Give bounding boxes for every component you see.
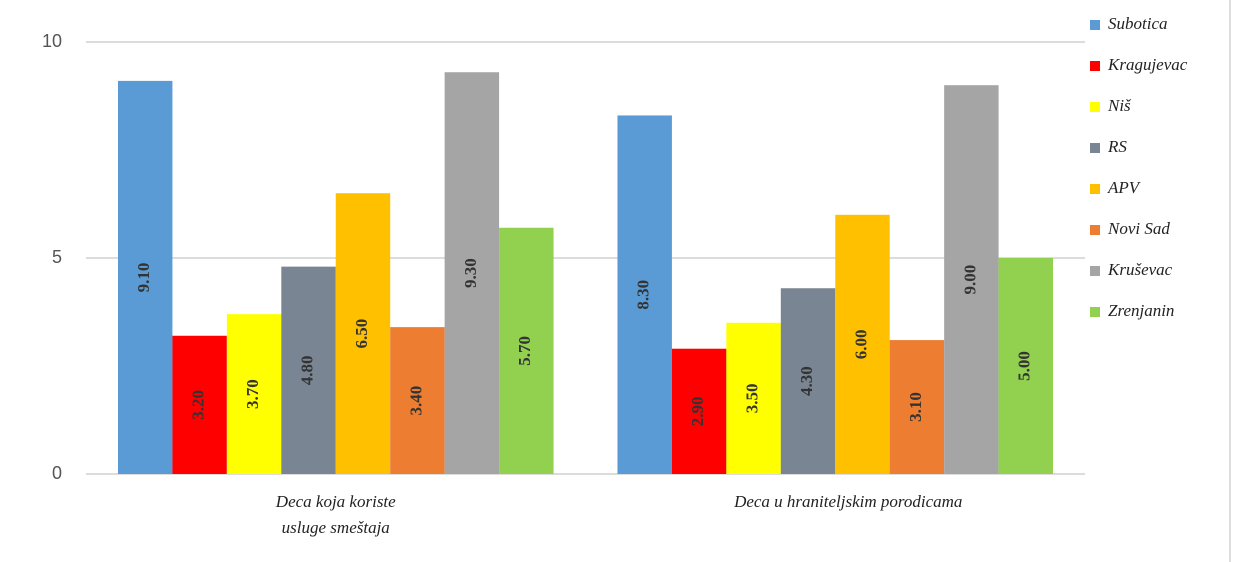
value-label: 3.10 [906,392,925,422]
value-label: 8.30 [634,280,653,310]
value-label: 6.00 [851,330,870,360]
legend-swatch [1090,102,1100,112]
bar [499,227,554,474]
legend-swatch [1090,143,1100,153]
value-label: 3.40 [406,386,425,416]
value-label: 4.30 [797,366,816,396]
value-label: 3.50 [742,384,761,414]
legend-swatch [1090,184,1100,194]
value-label: 3.20 [189,390,208,420]
legend-swatch [1090,20,1100,30]
legend-label: RS [1107,137,1127,156]
y-tick-label: 10 [42,31,62,51]
bar [998,258,1054,474]
legend-swatch [1090,307,1100,317]
value-label: 9.00 [960,265,979,295]
value-label: 4.80 [297,355,316,385]
legend-swatch [1090,61,1100,71]
legend-label: Kruševac [1107,260,1173,279]
legend-swatch [1090,266,1100,276]
value-label: 2.90 [688,396,707,426]
bar [117,80,173,474]
y-tick-label: 5 [52,247,62,267]
legend-label: Kragujevac [1107,55,1188,74]
bar [335,193,391,474]
bar [226,314,282,474]
legend-label: Novi Sad [1107,219,1170,238]
value-label: 5.70 [515,336,534,366]
bar [444,72,500,475]
value-label: 5.00 [1015,351,1034,381]
x-tick-label: Deca u hraniteljskim porodicama [734,492,963,511]
bar [390,327,445,474]
bar [671,348,727,474]
y-tick-label: 0 [52,463,62,483]
legend-label: APV [1107,178,1142,197]
value-label: 9.30 [461,258,480,288]
legend-label: Zrenjanin [1108,301,1174,320]
bar [889,340,945,474]
legend-label: Subotica [1108,14,1168,33]
bar [835,214,890,475]
bar [281,266,336,474]
value-label: 6.50 [352,319,371,349]
bar [172,335,227,474]
value-label: 3.70 [243,379,262,409]
x-tick-label: Deca koja koriste usluge smeštaja [275,492,396,537]
bar [726,322,781,474]
bar [780,288,836,474]
value-label: 9.10 [134,263,153,293]
legend-label: Niš [1107,96,1132,115]
bar [944,85,999,474]
bar [617,115,672,474]
legend-swatch [1090,225,1100,235]
